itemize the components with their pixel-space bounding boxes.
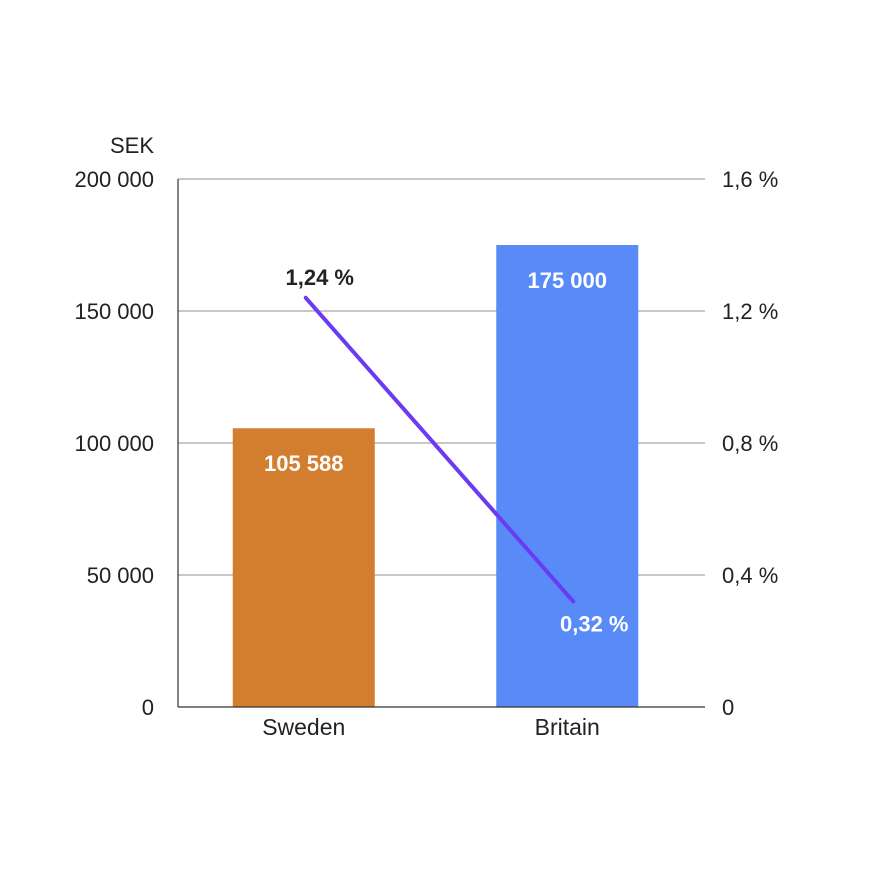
bar-value-label: 175 000 [527,268,607,293]
y-left-tick-label: 150 000 [74,299,154,324]
line-value-label: 0,32 % [560,611,629,636]
bar [232,428,375,707]
tick-labels: 0 50 000 100 000 150 000 200 000 0 0,4 % 0,8 % 1… [74,133,778,740]
x-category-label: Britain [535,714,600,740]
percent-line [303,295,576,604]
axes [177,179,705,708]
y-right-tick-label: 0,4 % [722,563,778,588]
y-right-tick-label: 1,6 % [722,167,778,192]
line-value-label: 1,24 % [286,265,355,290]
y-right-tick-label: 0 [722,695,734,720]
y-left-tick-label: 200 000 [74,167,154,192]
y-left-tick-label: 50 000 [87,563,154,588]
y-right-tick-label: 0,8 % [722,431,778,456]
y-left-tick-label: 100 000 [74,431,154,456]
bar-value-label: 105 588 [264,451,344,476]
percent-line-path [303,295,576,604]
y-left-tick-label: 0 [142,695,154,720]
bar [496,245,639,707]
x-category-label: Sweden [262,714,345,740]
y-left-unit-label: SEK [110,133,154,158]
y-right-tick-label: 1,2 % [722,299,778,324]
bars [232,245,639,707]
